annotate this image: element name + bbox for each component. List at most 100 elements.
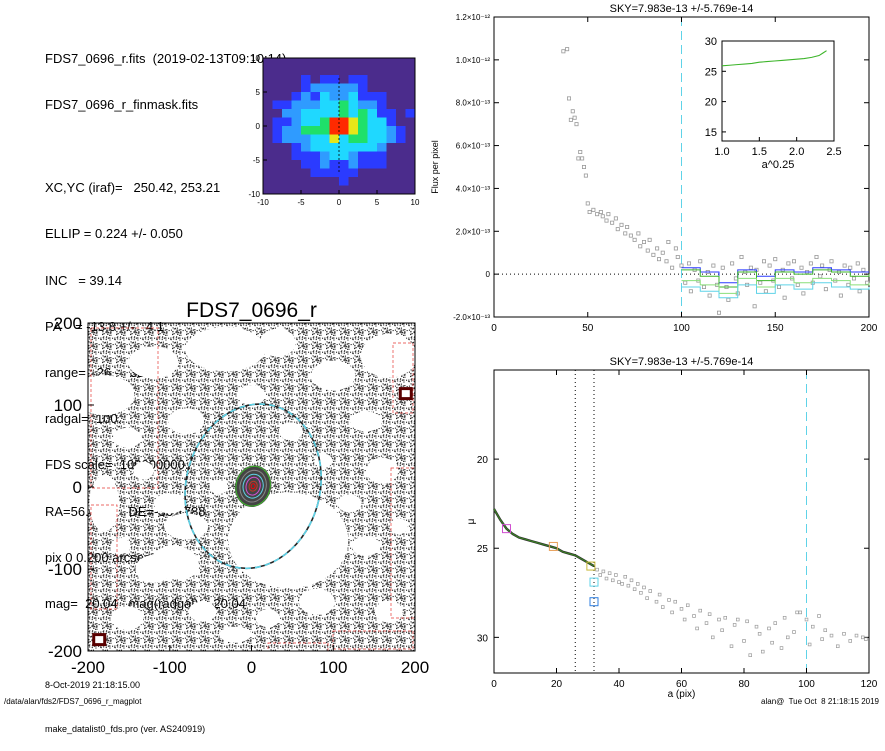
heatmap-cell: [339, 58, 349, 67]
flux-data-point: [687, 261, 692, 266]
mu-data-point: [723, 615, 727, 620]
flux-data-point: [595, 212, 600, 217]
heatmap-cell: [358, 109, 368, 118]
mask-region-box: [332, 630, 414, 650]
flux-data-point: [657, 257, 662, 262]
flux-data-point: [567, 96, 572, 101]
mu-x-tick-label: 20: [551, 679, 563, 690]
heatmap-cell: [263, 168, 273, 178]
heatmap-cell: [396, 58, 406, 67]
mu-data-point: [820, 637, 824, 641]
inset-profile-line: [721, 50, 827, 67]
heatmap-cell: [282, 66, 292, 76]
heatmap-cell: [263, 117, 273, 127]
heatmap-cell: [301, 177, 311, 186]
mu-y-axis-label: μ: [466, 518, 477, 524]
flux-y-axis-label: Flux per pixel: [430, 140, 440, 194]
heatmap-cell: [377, 83, 387, 93]
heatmap-cell: [291, 168, 302, 178]
flux-profile-chart: SKY=7.983e-13 +/-5.769e-140 50 100 150 2001.…: [430, 3, 878, 334]
galaxy-mask-blob: [128, 346, 179, 379]
thumb-x-tick-label: 10: [411, 198, 420, 207]
heatmap-cell: [291, 143, 302, 152]
flux-data-point: [642, 239, 647, 244]
mu-data-point: [682, 617, 687, 622]
heatmap-cell: [320, 177, 330, 186]
flux-data-point: [610, 220, 615, 225]
heatmap-cell: [329, 177, 340, 186]
heatmap-cell: [291, 100, 302, 110]
date-line: 8-Oct-2019 21:18:15.00: [45, 680, 141, 691]
heatmap-cell: [282, 134, 292, 144]
galaxy-mask-blob: [133, 461, 154, 480]
heatmap-cell: [329, 100, 340, 110]
mu-data-point: [770, 640, 774, 645]
galaxy-mask-blob: [209, 480, 228, 494]
heatmap-cell: [367, 92, 378, 101]
heatmap-cell: [310, 126, 321, 135]
mu-x-tick-label: 80: [738, 679, 750, 690]
heatmap-cell: [320, 143, 330, 152]
heatmap-cell: [320, 66, 330, 76]
flux-data-point: [698, 259, 703, 264]
mu-data-point: [679, 607, 684, 611]
heatmap-cell: [348, 160, 359, 169]
heatmap-cell: [320, 83, 330, 93]
flux-data-point: [619, 222, 624, 227]
heatmap-cell: [301, 58, 311, 67]
heatmap-cell: [329, 143, 340, 152]
flux-data-point: [799, 265, 804, 270]
galaxy-y-tick-label: 200: [54, 314, 82, 333]
mu-data-point: [817, 614, 821, 618]
heatmap-cell: [386, 83, 397, 93]
heatmap-cell: [367, 151, 378, 161]
heatmap-cell: [291, 126, 302, 135]
heatmap-cell: [358, 134, 368, 144]
flux-data-point: [568, 117, 573, 122]
flux-y-tick-label: 4.0×10⁻¹³: [456, 184, 491, 193]
heatmap-cell: [291, 83, 302, 93]
heatmap-cell: [396, 117, 406, 127]
flux-data-point: [758, 280, 763, 285]
heatmap-cell: [339, 177, 349, 186]
heatmap-cell: [339, 143, 349, 152]
flux-data-point: [792, 259, 797, 264]
mu-data-point: [704, 621, 709, 625]
heatmap-cell: [329, 83, 340, 93]
flux-y-tick-label: 2.0×10⁻¹³: [456, 227, 491, 236]
heatmap-cell: [377, 185, 387, 195]
heatmap-cell: [263, 109, 273, 118]
heatmap-cell: [301, 100, 311, 110]
mu-data-point: [732, 623, 737, 627]
flux-data-point: [600, 214, 605, 219]
header-line: FDS7_0696_r.fits (2019-02-13T09:10:14): [45, 50, 287, 66]
galaxy-mask-blob: [298, 588, 335, 615]
heatmap-cell: [348, 92, 359, 101]
heatmap-cell: [396, 83, 406, 93]
heatmap-cell: [396, 109, 406, 118]
flux-data-point: [795, 282, 800, 287]
heatmap-cell: [282, 92, 292, 101]
heatmap-cell: [405, 134, 416, 144]
mu-data-point: [610, 578, 615, 583]
flux-y-tick-label: 0: [486, 270, 491, 279]
heatmap-cell: [358, 58, 368, 67]
galaxy-mask-blob: [366, 457, 399, 484]
mask-region-box: [90, 327, 159, 489]
star-box: [398, 387, 413, 401]
heatmap-cell: [358, 66, 368, 76]
heatmap-cell: [320, 92, 330, 101]
flux-data-point: [615, 227, 620, 232]
mu-data-point: [773, 621, 777, 625]
flux-data-point: [636, 231, 641, 236]
heatmap-cell: [282, 109, 292, 118]
flux-data-point: [675, 254, 680, 259]
heatmap-cell: [405, 151, 416, 161]
heatmap-cell: [320, 151, 330, 161]
heatmap-cell: [291, 185, 302, 195]
inset-x-tick-label: 2.5: [826, 146, 841, 158]
flux-data-point: [857, 289, 862, 294]
heatmap-cell: [358, 117, 368, 127]
inset-x-tick-label: 1.5: [752, 146, 767, 158]
